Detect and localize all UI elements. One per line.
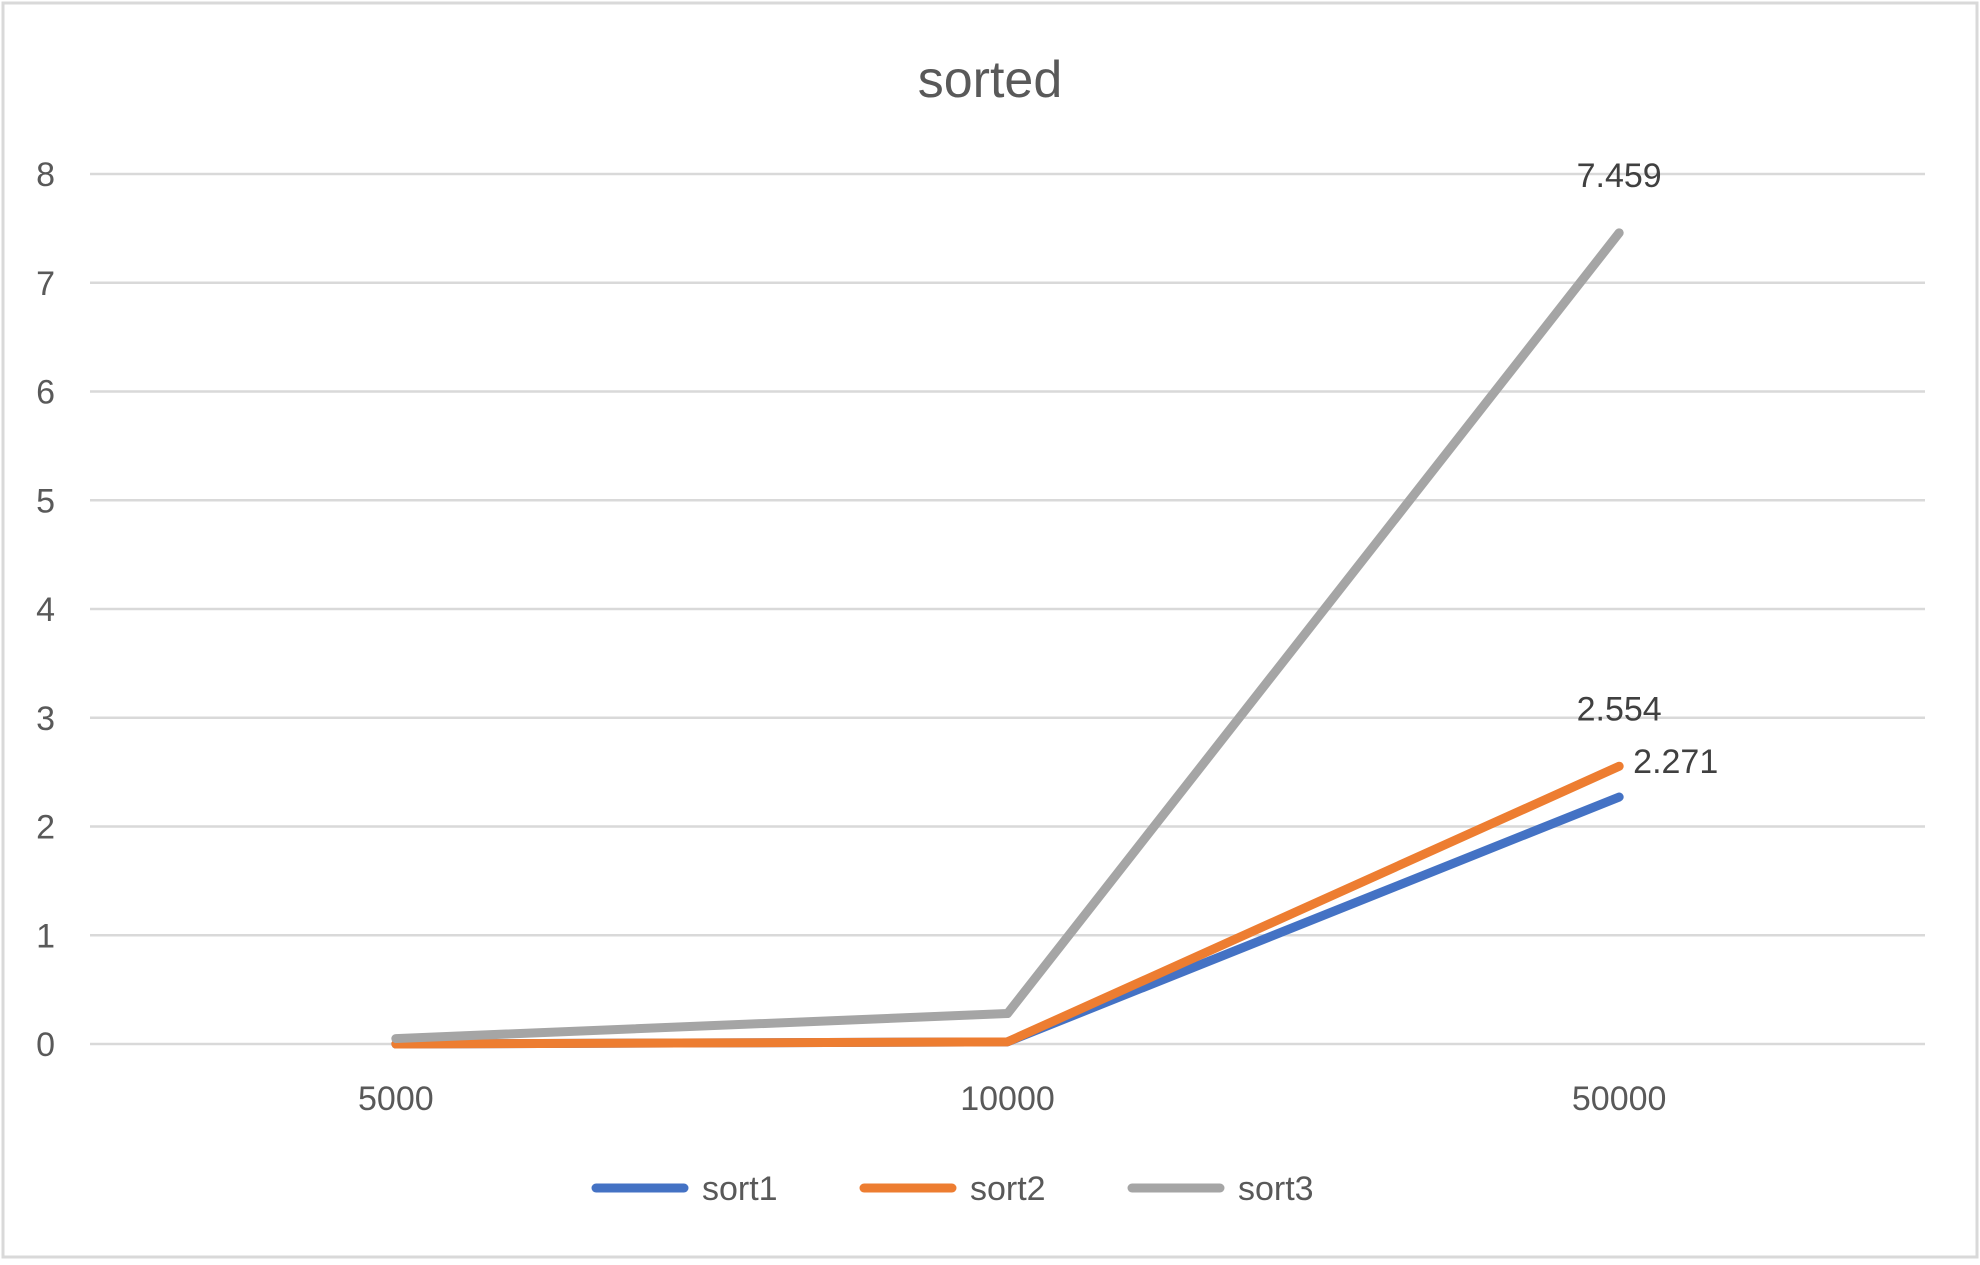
x-tick-label: 5000 xyxy=(358,1080,434,1118)
x-tick-label: 50000 xyxy=(1572,1080,1667,1118)
data-label-sort3: 7.459 xyxy=(1577,157,1662,195)
series-lines xyxy=(391,228,1624,1049)
legend-label-sort1: sort1 xyxy=(702,1170,778,1208)
y-tick-label: 1 xyxy=(36,917,55,955)
y-tick-label: 4 xyxy=(36,591,55,629)
data-label-sort1: 2.271 xyxy=(1633,743,1718,781)
y-tick-label: 3 xyxy=(36,700,55,738)
y-tick-label: 8 xyxy=(36,156,55,194)
y-tick-label: 2 xyxy=(36,809,55,847)
y-tick-label: 5 xyxy=(36,482,55,520)
data-labels: 2.271 2.554 7.459 xyxy=(1577,157,1719,781)
gridlines xyxy=(90,172,1925,1046)
y-tick-label: 7 xyxy=(36,265,55,303)
legend: sort1 sort2 sort3 xyxy=(591,1170,1314,1208)
x-axis-ticks: 5000 10000 50000 xyxy=(358,1080,1666,1118)
y-tick-label: 6 xyxy=(36,374,55,412)
chart-title: sorted xyxy=(918,51,1063,109)
legend-label-sort3: sort3 xyxy=(1238,1170,1314,1208)
y-axis-ticks: 0 1 2 3 4 5 6 7 8 xyxy=(36,156,55,1064)
data-label-sort2: 2.554 xyxy=(1577,690,1662,728)
x-tick-label: 10000 xyxy=(960,1080,1055,1118)
legend-label-sort2: sort2 xyxy=(970,1170,1046,1208)
y-tick-label: 0 xyxy=(36,1026,55,1064)
